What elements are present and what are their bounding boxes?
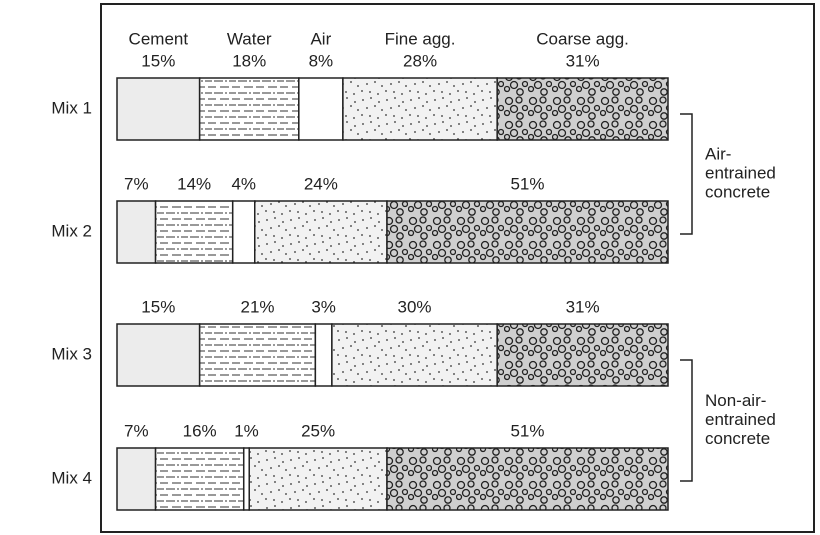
annotation: entrained <box>705 410 776 429</box>
value-label: 16% <box>183 421 217 440</box>
bar-segment <box>154 200 234 264</box>
bar-segment <box>386 200 669 264</box>
value-label: 4% <box>231 174 256 193</box>
value-label: 7% <box>124 421 149 440</box>
frame <box>100 3 815 533</box>
bar-segment <box>154 447 245 511</box>
annotation: concrete <box>705 429 770 448</box>
bar-segment <box>248 447 388 511</box>
bar-segment <box>116 323 201 387</box>
value-label: 31% <box>566 51 600 70</box>
category-label: Mix 3 <box>51 344 92 363</box>
bar-segment <box>198 323 317 387</box>
value-label: 51% <box>510 421 544 440</box>
bar-segment <box>386 447 669 511</box>
bar-segment <box>116 447 157 511</box>
bar-segment <box>298 77 344 141</box>
bar-segment <box>198 77 300 141</box>
bar-segment <box>331 323 498 387</box>
value-label: 18% <box>232 51 266 70</box>
legend-label: Cement <box>129 29 189 48</box>
bar-segment <box>342 77 498 141</box>
bar-segment <box>116 77 201 141</box>
value-label: 25% <box>301 421 335 440</box>
bar-segment <box>254 200 388 264</box>
bar-segment <box>242 447 250 511</box>
category-label: Mix 1 <box>51 98 92 117</box>
bracket <box>680 113 693 235</box>
legend-label: Coarse agg. <box>536 29 629 48</box>
value-label: 7% <box>124 174 149 193</box>
value-label: 30% <box>398 297 432 316</box>
legend-label: Water <box>227 29 272 48</box>
bar-segment <box>496 323 669 387</box>
legend-label: Air <box>310 29 331 48</box>
legend-label: Fine agg. <box>385 29 456 48</box>
value-label: 51% <box>510 174 544 193</box>
category-label: Mix 4 <box>51 468 92 487</box>
bracket <box>680 359 693 482</box>
annotation: concrete <box>705 182 770 201</box>
value-label: 14% <box>177 174 211 193</box>
annotation: Air- <box>705 144 731 163</box>
annotation: Non-air- <box>705 391 766 410</box>
category-label: Mix 2 <box>51 221 92 240</box>
value-label: 8% <box>309 51 334 70</box>
value-label: 1% <box>234 421 259 440</box>
value-label: 3% <box>311 297 336 316</box>
value-label: 21% <box>240 297 274 316</box>
value-label: 31% <box>566 297 600 316</box>
annotation: entrained <box>705 163 776 182</box>
value-label: 24% <box>304 174 338 193</box>
bar-segment <box>314 323 333 387</box>
value-label: 15% <box>141 297 175 316</box>
value-label: 28% <box>403 51 437 70</box>
value-label: 15% <box>141 51 175 70</box>
bar-segment <box>116 200 157 264</box>
bar-segment <box>231 200 256 264</box>
bar-segment <box>496 77 669 141</box>
